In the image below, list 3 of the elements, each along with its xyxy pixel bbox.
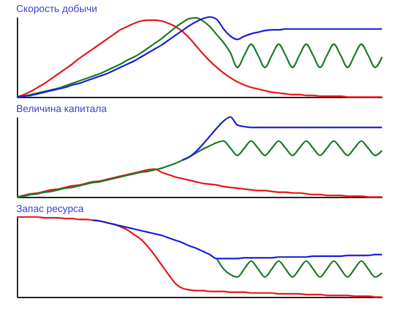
chart-title: Запас ресурса [16, 204, 84, 216]
chart-title: Величина капитала [16, 104, 108, 116]
chart-title: Скорость добычи [16, 4, 98, 16]
